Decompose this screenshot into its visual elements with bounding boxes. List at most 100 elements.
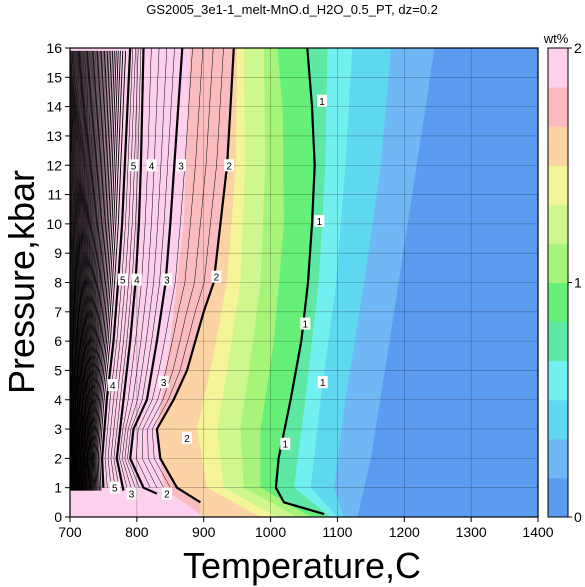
dense-contour-line <box>81 50 93 491</box>
contour-label: 2 <box>226 161 232 172</box>
minor-contour-line <box>127 48 175 488</box>
x-tick-label: 900 <box>192 524 216 540</box>
minor-contour-line <box>104 48 134 488</box>
minor-contour-line <box>141 48 204 488</box>
colorbar-tick-label: 2 <box>574 40 582 56</box>
dense-contour-line <box>86 50 103 491</box>
minor-contour-line <box>147 48 214 488</box>
y-tick-label: 6 <box>54 333 62 349</box>
dense-contour-line <box>85 50 100 491</box>
contour-label-bg <box>117 273 128 286</box>
dense-contour-line <box>75 50 83 491</box>
colorbar-swatch <box>548 399 568 440</box>
contour-label: 3 <box>161 378 167 389</box>
y-tick-label: 1 <box>54 480 62 496</box>
contour-line-2 <box>155 48 235 504</box>
colorbar-swatch <box>548 126 568 166</box>
dense-contour-line <box>71 50 74 491</box>
x-tick-label: 1100 <box>322 524 352 540</box>
dense-contour-line <box>75 50 82 491</box>
minor-contour-line <box>121 48 160 488</box>
dense-contour-line <box>76 50 84 491</box>
dense-contour-line <box>83 50 97 491</box>
contour-label-bg <box>224 159 235 172</box>
contour-line-3 <box>129 48 184 495</box>
contour-label-bg <box>161 487 172 500</box>
x-tick-label: 700 <box>58 524 82 540</box>
colorbar-ticks: 0 1 2 <box>568 40 582 525</box>
contour-label-bg <box>314 214 325 227</box>
dense-contour-line <box>85 50 101 491</box>
colorbar-swatches <box>548 48 568 518</box>
dense-contour-line <box>74 50 79 491</box>
contour-label-bg <box>128 159 139 172</box>
contour-label: 5 <box>131 161 137 172</box>
dense-contour-line <box>94 50 117 491</box>
contour-label: 3 <box>164 276 170 287</box>
contour-label: 2 <box>214 273 220 284</box>
y-tick-label: 5 <box>54 362 62 378</box>
y-tick-label: 4 <box>54 392 62 408</box>
contour-label: 2 <box>164 490 170 501</box>
minor-contour-line <box>124 48 168 488</box>
contour-label: 1 <box>317 217 323 228</box>
contour-label-bg <box>109 481 120 494</box>
dense-contour-line <box>90 50 110 491</box>
colorbar-tick-label: 1 <box>574 275 582 291</box>
contour-label-bg <box>211 270 222 283</box>
dense-contour-lines <box>70 48 224 491</box>
dense-contour-line <box>88 50 107 491</box>
contour-label: 1 <box>320 378 326 389</box>
x-tick-label: 1000 <box>255 524 286 540</box>
dense-contour-line <box>78 50 89 491</box>
contour-label-bg <box>317 94 328 107</box>
minor-contour-line <box>135 48 193 488</box>
dense-contour-line <box>74 50 81 491</box>
y-tick-label: 7 <box>54 304 62 320</box>
dense-contour-line <box>91 50 112 491</box>
contour-label: 1 <box>319 97 325 108</box>
chart-title: GS2005_3e1-1_melt-MnO.d_H2O_0.5_PT, dz=0… <box>146 2 438 17</box>
dense-contour-line <box>96 50 121 491</box>
colorbar-swatch <box>548 360 568 401</box>
dense-contour-line <box>89 50 109 491</box>
contour-label-bg <box>175 159 186 172</box>
dense-contour-line <box>72 50 77 491</box>
contour-label: 4 <box>134 276 140 287</box>
minor-contour-line <box>119 48 152 488</box>
contour-label: 5 <box>112 484 118 495</box>
contour-label-bg <box>146 159 157 172</box>
colorbar-swatch <box>548 477 568 518</box>
colorbar-swatch <box>548 438 568 479</box>
dense-contour-line <box>92 50 114 491</box>
x-tick-label: 1400 <box>522 524 553 540</box>
contour-line-1 <box>274 48 325 516</box>
y-tick-label: 9 <box>54 245 62 261</box>
dense-contour-line <box>70 50 73 491</box>
colorbar-swatch <box>548 282 568 323</box>
colorbar-swatch <box>548 165 568 205</box>
dense-contour-line <box>82 50 95 491</box>
contour-label: 1 <box>282 440 288 451</box>
dense-contour-line <box>87 50 104 491</box>
y-tick-label: 11 <box>47 187 62 203</box>
dense-contour-line <box>84 50 99 491</box>
colorbar-swatch <box>548 48 568 88</box>
minor-contour-line <box>107 48 136 488</box>
dense-contour-line <box>72 50 76 491</box>
colorbar-swatch <box>548 204 568 244</box>
x-tick-label: 1200 <box>389 524 420 540</box>
contour-label: 3 <box>178 161 184 172</box>
contour-label-bg <box>158 376 169 389</box>
y-tick-label: 15 <box>46 69 62 85</box>
minor-contour-line <box>113 48 142 488</box>
y-tick-label: 10 <box>46 216 62 232</box>
dense-contour-line <box>71 50 75 491</box>
contour-label: 3 <box>129 490 135 501</box>
colorbar-tick-label: 0 <box>574 509 582 525</box>
x-tick-label: 1300 <box>456 524 487 540</box>
dense-contour-line <box>97 50 124 491</box>
y-tick-label: 14 <box>46 99 62 115</box>
